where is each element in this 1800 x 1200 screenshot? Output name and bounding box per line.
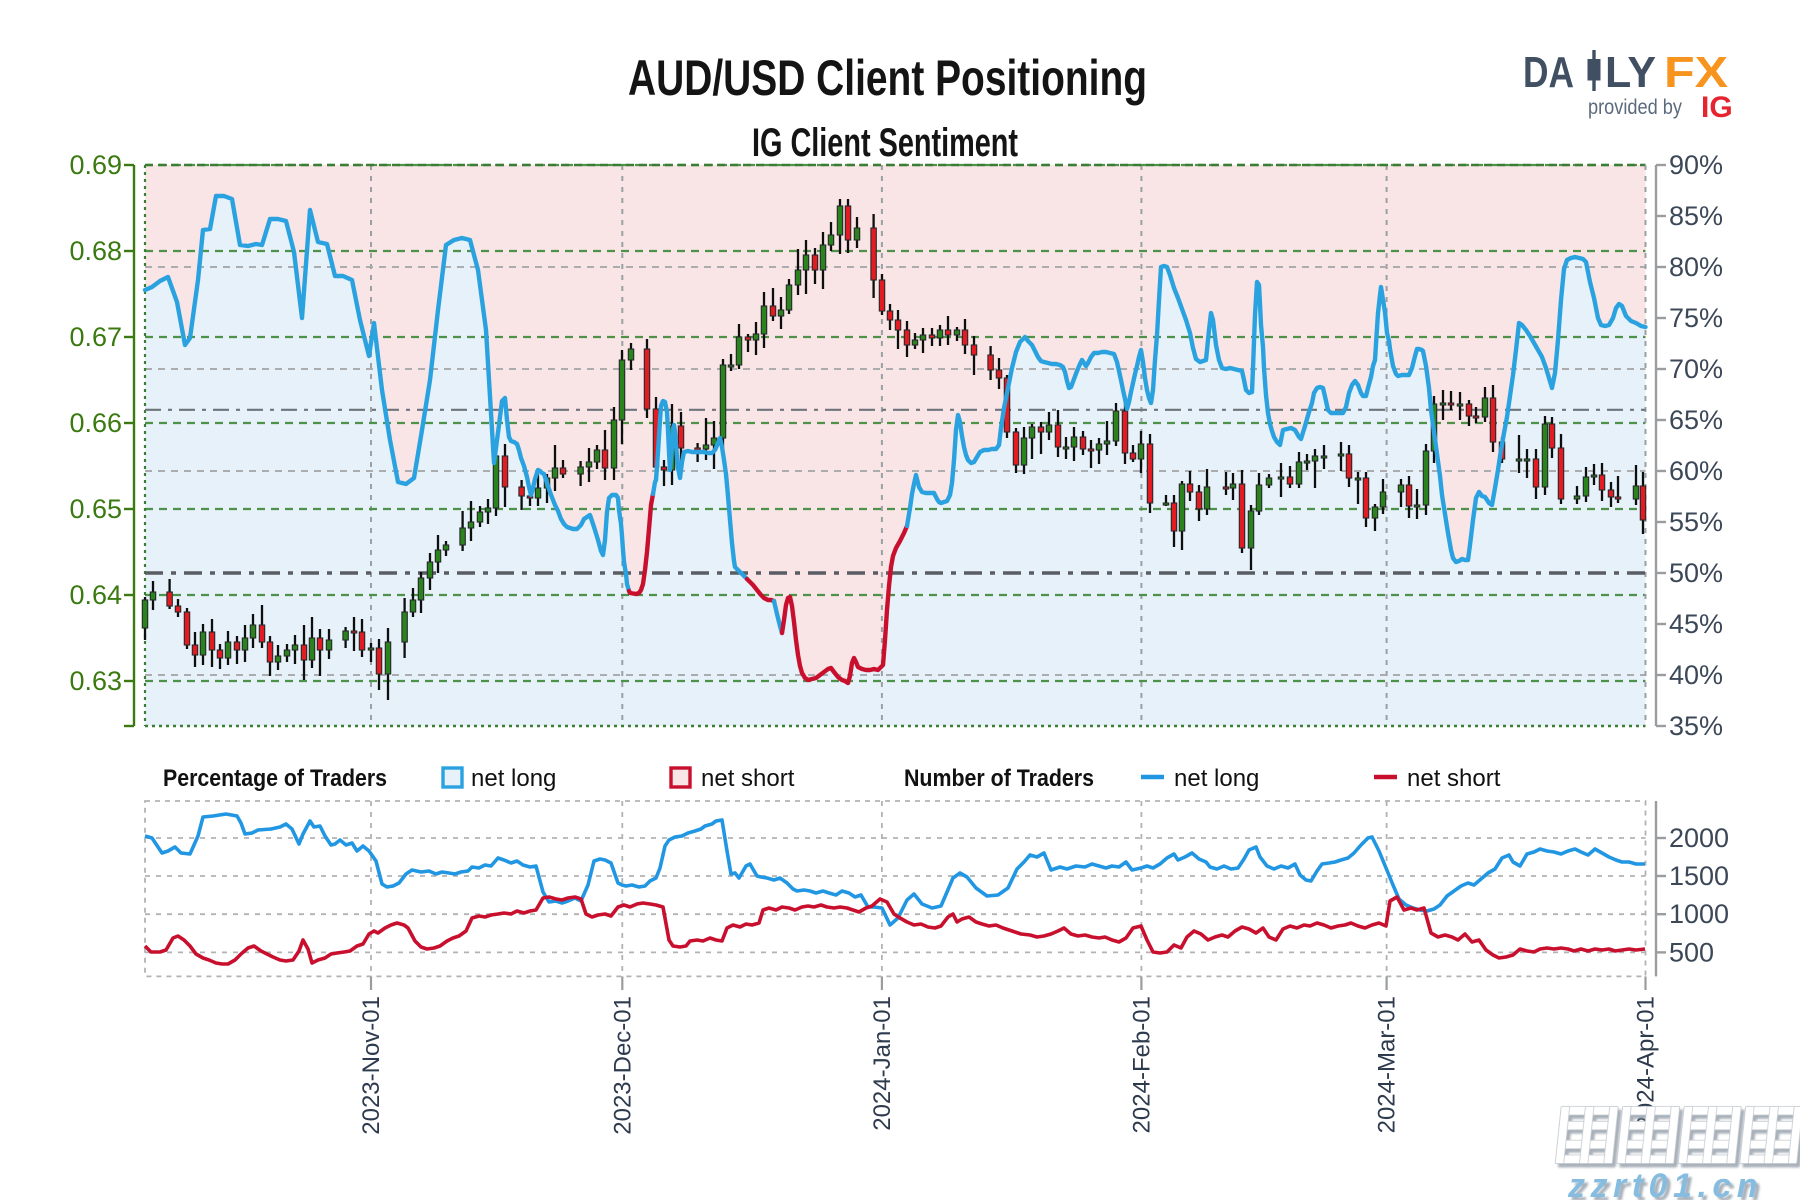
svg-text:65%: 65% bbox=[1669, 405, 1723, 435]
svg-text:75%: 75% bbox=[1669, 303, 1723, 333]
svg-text:55%: 55% bbox=[1669, 507, 1723, 537]
svg-text:2024-Mar-01: 2024-Mar-01 bbox=[1374, 996, 1401, 1133]
svg-text:net long: net long bbox=[471, 765, 556, 792]
svg-text:2024-Feb-01: 2024-Feb-01 bbox=[1128, 996, 1155, 1133]
svg-text:70%: 70% bbox=[1669, 354, 1723, 384]
svg-text:IG: IG bbox=[1701, 91, 1733, 124]
svg-text:0.67: 0.67 bbox=[69, 322, 122, 352]
svg-text:2024-Jan-01: 2024-Jan-01 bbox=[869, 996, 896, 1131]
svg-text:1500: 1500 bbox=[1669, 861, 1729, 891]
svg-text:DA: DA bbox=[1523, 48, 1574, 97]
svg-text:0.65: 0.65 bbox=[69, 494, 122, 524]
svg-text:2023-Nov-01: 2023-Nov-01 bbox=[358, 996, 385, 1135]
svg-text:90%: 90% bbox=[1669, 150, 1723, 180]
svg-text:FX: FX bbox=[1664, 48, 1728, 97]
svg-text:35%: 35% bbox=[1669, 711, 1723, 741]
svg-text:Number of Traders: Number of Traders bbox=[904, 765, 1094, 792]
svg-text:2000: 2000 bbox=[1669, 823, 1729, 853]
svg-text:LY: LY bbox=[1605, 48, 1656, 97]
svg-text:80%: 80% bbox=[1669, 252, 1723, 282]
svg-text:Percentage of Traders: Percentage of Traders bbox=[163, 765, 387, 792]
svg-text:net short: net short bbox=[701, 765, 795, 792]
svg-text:zzrt01.cn: zzrt01.cn bbox=[1567, 1167, 1763, 1200]
svg-text:500: 500 bbox=[1669, 937, 1714, 967]
svg-text:0.68: 0.68 bbox=[69, 236, 122, 266]
svg-text:net short: net short bbox=[1407, 765, 1501, 792]
svg-text:50%: 50% bbox=[1669, 558, 1723, 588]
svg-text:85%: 85% bbox=[1669, 201, 1723, 231]
svg-text:45%: 45% bbox=[1669, 609, 1723, 639]
svg-text:0.66: 0.66 bbox=[69, 408, 122, 438]
svg-text:net long: net long bbox=[1174, 765, 1259, 792]
svg-text:IG Client Sentiment: IG Client Sentiment bbox=[752, 121, 1018, 165]
svg-text:1000: 1000 bbox=[1669, 899, 1729, 929]
svg-text:AUD/USD Client Positioning: AUD/USD Client Positioning bbox=[628, 50, 1147, 106]
svg-text:0.64: 0.64 bbox=[69, 580, 122, 610]
svg-text:2023-Dec-01: 2023-Dec-01 bbox=[609, 996, 636, 1135]
svg-text:0.63: 0.63 bbox=[69, 666, 122, 696]
svg-text:provided by: provided by bbox=[1588, 96, 1682, 119]
svg-text:60%: 60% bbox=[1669, 456, 1723, 486]
svg-text:40%: 40% bbox=[1669, 660, 1723, 690]
svg-text:0.69: 0.69 bbox=[69, 150, 122, 180]
